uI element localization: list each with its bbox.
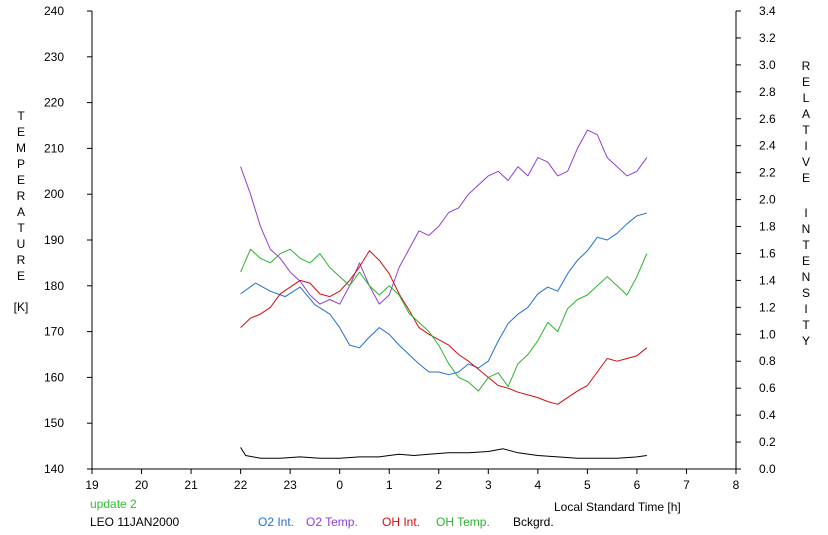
axis-label-letter: N [801, 222, 811, 236]
x-tick-label: 23 [283, 478, 297, 492]
axis-label-letter: A [16, 205, 25, 219]
x-tick-label: 4 [535, 478, 542, 492]
x-tick-label: 1 [386, 478, 393, 492]
axis-label-letter: A [801, 107, 810, 121]
left-tick-label: 200 [44, 187, 64, 201]
axis-label-letter: I [804, 139, 808, 153]
x-tick-label: 5 [584, 478, 591, 492]
axis-label-letter: E [16, 173, 25, 187]
right-axis-ticks: 0.0 0.2 0.4 0.6 0.8 1.0 1.2 1.4 1.6 1.8 2.0 2.2 2.4 2… [736, 4, 776, 476]
left-tick-label: 220 [44, 96, 64, 110]
legend-o2-int: O2 Int. [258, 515, 295, 529]
axis-label-letter: V [801, 155, 810, 169]
legend-oh-int: OH Int. [382, 515, 421, 529]
x-tick-label: 8 [733, 478, 740, 492]
status-text: update 2 [90, 497, 137, 511]
x-tick-label: 3 [485, 478, 492, 492]
axis-label-letter: R [16, 189, 26, 203]
axis-label-letter: I [804, 206, 808, 220]
right-tick-label: 1.6 [759, 246, 776, 260]
axis-label-letter: R [16, 253, 26, 267]
right-tick-label: 0.6 [759, 381, 776, 395]
x-tick-label: 21 [184, 478, 198, 492]
x-axis-ticks: 19 20 21 22 23 0 1 2 3 4 5 6 7 8 [85, 469, 740, 492]
legend-background: Bckgrd. [513, 515, 554, 529]
axis-label-letter: T [17, 109, 25, 123]
series-line-o2-int [240, 212, 647, 376]
x-axis-label: Local Standard Time [h] [554, 500, 681, 514]
left-tick-label: 160 [44, 370, 64, 384]
axis-label-letter: T [802, 238, 810, 252]
x-tick-label: 7 [683, 478, 690, 492]
series-line-oh-temp [240, 248, 648, 392]
axis-label-letter: Y [801, 334, 810, 348]
right-tick-label: 2.0 [759, 193, 776, 207]
right-tick-label: 3.4 [759, 4, 776, 18]
right-tick-label: 0.4 [759, 408, 776, 422]
legend-o2-temp: O2 Temp. [306, 515, 358, 529]
right-tick-label: 1.0 [759, 327, 776, 341]
axis-label-letter: R [801, 59, 811, 73]
right-tick-label: 1.4 [759, 273, 776, 287]
axis-label-letter: L [802, 91, 810, 105]
left-tick-label: 180 [44, 279, 64, 293]
series-line-bckgrd [240, 447, 647, 459]
left-tick-label: 240 [44, 4, 64, 18]
axis-label-letter: E [801, 171, 810, 185]
axis-label-letter: M [16, 141, 26, 155]
left-tick-label: 210 [44, 141, 64, 155]
axis-label-letter: E [801, 75, 810, 89]
axis-label-letter: U [16, 237, 26, 251]
right-tick-label: 2.8 [759, 85, 776, 99]
right-tick-label: 0.8 [759, 354, 776, 368]
axis-label-letter: N [801, 270, 811, 284]
right-tick-label: 2.4 [759, 139, 776, 153]
right-tick-label: 2.6 [759, 112, 776, 126]
axis-label-letter: I [804, 302, 808, 316]
x-tick-label: 0 [336, 478, 343, 492]
x-tick-label: 19 [85, 478, 99, 492]
axis-label-letter: P [16, 157, 25, 171]
right-tick-label: 3.0 [759, 58, 776, 72]
series-line-oh-int [240, 250, 648, 405]
left-tick-label: 170 [44, 325, 64, 339]
legend-oh-temp: OH Temp. [436, 515, 490, 529]
series-lines [240, 129, 648, 459]
axis-label-letter: E [16, 269, 25, 283]
right-tick-label: 1.8 [759, 220, 776, 234]
left-tick-label: 190 [44, 233, 64, 247]
left-axis-ticks: 140 150 160 170 180 190 200 210 220 230 240 [44, 4, 92, 476]
axis-label-letter: T [802, 318, 810, 332]
series-line-o2-temp [240, 129, 648, 305]
axis-label-letter: S [801, 286, 810, 300]
axis-label-letter: E [16, 125, 25, 139]
x-tick-label: 22 [234, 478, 248, 492]
left-tick-label: 230 [44, 50, 64, 64]
right-tick-label: 1.2 [759, 300, 776, 314]
station-date: LEO 11JAN2000 [90, 515, 180, 529]
axis-label-letter: T [802, 123, 810, 137]
left-axis-unit: [K] [13, 300, 29, 314]
right-tick-label: 0.2 [759, 435, 776, 449]
left-tick-label: 140 [44, 462, 64, 476]
left-tick-label: 150 [44, 416, 64, 430]
right-tick-label: 0.0 [759, 462, 776, 476]
right-tick-label: 2.2 [759, 166, 776, 180]
x-tick-label: 20 [135, 478, 149, 492]
axis-label-letter: E [801, 254, 810, 268]
x-tick-label: 6 [634, 478, 641, 492]
axis-label-letter: T [17, 221, 25, 235]
x-tick-label: 2 [435, 478, 442, 492]
right-tick-label: 3.2 [759, 31, 776, 45]
